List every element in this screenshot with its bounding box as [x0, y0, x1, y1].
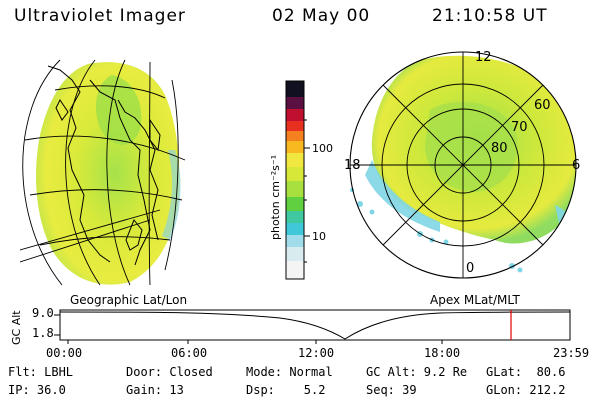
mlt-label-12: 12: [475, 50, 492, 65]
altplot-ytick-high: 9.0: [32, 306, 54, 320]
altplot-xtick-0000: 00:00: [46, 346, 83, 360]
status-mode: Mode: Normal: [246, 365, 333, 379]
status-ip: IP: 36.0: [8, 383, 66, 397]
status-gain: Gain: 13: [126, 383, 184, 397]
altitude-curve: [59, 311, 571, 340]
polar-image: [349, 51, 577, 279]
mlt-label-0: 0: [466, 261, 474, 276]
geographic-image: [20, 59, 186, 286]
altitude-plot: [54, 309, 571, 344]
altplot-xtick-1200: 12:00: [298, 346, 335, 360]
left-caption: Geographic Lat/Lon: [70, 293, 187, 307]
mlat-label-60: 60: [534, 98, 551, 113]
time-label: 21:10:58 UT: [432, 6, 548, 26]
mlt-label-6: 6: [572, 158, 580, 173]
right-caption: Apex MLat/MLT: [430, 293, 520, 307]
colorbar-tick-100: 100: [312, 142, 333, 155]
polar-grid: [349, 51, 577, 279]
status-gc-alt: GC Alt: 9.2 Re: [366, 365, 468, 379]
mlt-label-18: 18: [344, 158, 361, 173]
mlat-label-70: 70: [511, 120, 528, 135]
status-filter: Flt: LBHL: [8, 365, 74, 379]
geo-grid: [20, 59, 186, 286]
altplot-ytick-low: 1.8: [32, 326, 54, 340]
colorbar: [285, 80, 310, 280]
status-door: Door: Closed: [126, 365, 213, 379]
coastlines: [47, 65, 161, 266]
altplot-xtick-1800: 18:00: [424, 346, 461, 360]
status-seq: Seq: 39: [366, 383, 417, 397]
altplot-xtick-0600: 06:00: [171, 346, 208, 360]
colorbar-tick-10: 10: [312, 230, 326, 243]
colorbar-label: photon cm⁻²s⁻¹: [269, 155, 282, 240]
date-label: 02 May 00: [272, 6, 371, 26]
auroral-emission-left: [36, 62, 180, 285]
status-glon: GLon: 212.2: [486, 383, 566, 397]
mlat-label-80: 80: [491, 141, 508, 156]
altplot-xtick-2359: 23:59: [553, 346, 590, 360]
status-glat: GLat: 80.6: [486, 365, 566, 379]
altplot-ylabel: GC Alt: [10, 310, 23, 345]
app-title: Ultraviolet Imager: [14, 6, 186, 26]
status-dsp: Dsp: 5.2: [246, 383, 326, 397]
